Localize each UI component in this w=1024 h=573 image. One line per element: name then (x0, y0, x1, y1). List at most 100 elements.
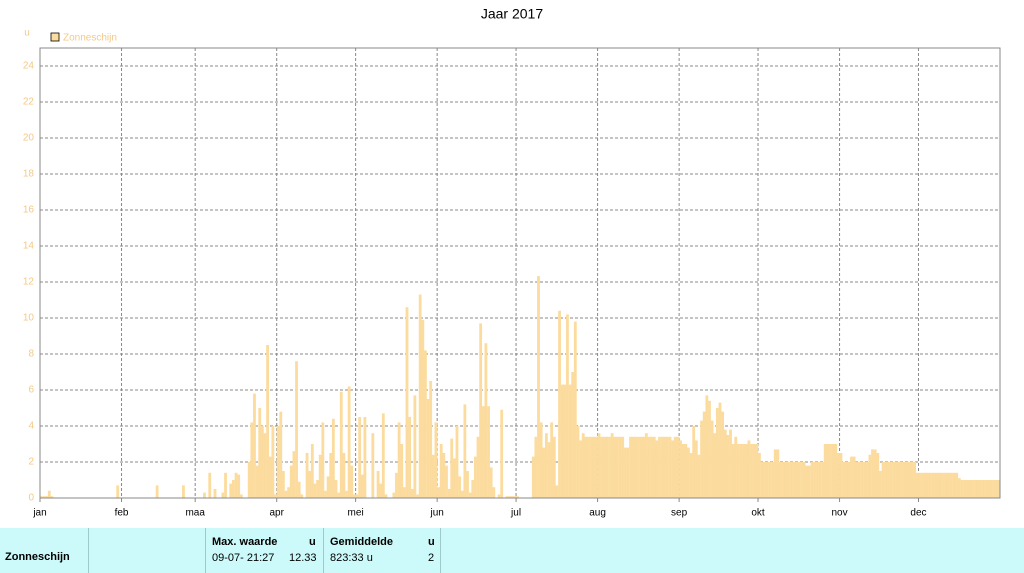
legend-swatch (50, 32, 60, 42)
bar (255, 465, 259, 498)
bar (731, 444, 735, 498)
bar (752, 444, 756, 498)
bar (337, 492, 341, 498)
bar (681, 444, 685, 498)
bar (458, 476, 462, 498)
y-unit: u (24, 28, 30, 39)
bar (497, 494, 501, 498)
bar (734, 436, 738, 498)
row-label: Zonneschijn (5, 551, 70, 563)
bar (350, 465, 354, 498)
bar (608, 436, 611, 498)
bar (708, 400, 711, 498)
bar (589, 436, 593, 498)
x-tick-label: sep (671, 508, 688, 519)
bar (308, 471, 312, 498)
bar (808, 465, 811, 498)
bar (358, 417, 362, 498)
bar (318, 454, 322, 498)
bar (284, 490, 288, 498)
bar (547, 442, 551, 498)
bar (971, 480, 974, 498)
cell: 2 (428, 552, 435, 564)
bar (247, 462, 251, 498)
bar (936, 472, 940, 498)
bar (965, 480, 969, 498)
bar (395, 472, 398, 498)
bar (295, 361, 298, 498)
bar (863, 462, 867, 498)
bar (566, 314, 569, 498)
bar (844, 462, 848, 498)
bar (871, 449, 874, 498)
chart-title: Jaar 2017 (481, 6, 543, 22)
bar (800, 462, 803, 498)
y-tick-label: 8 (28, 349, 34, 360)
bar (437, 487, 440, 498)
bar (986, 480, 990, 498)
bar (797, 462, 801, 498)
bar (623, 447, 627, 498)
bar (550, 422, 554, 498)
bar (568, 384, 572, 498)
bar (510, 496, 514, 498)
bar (629, 436, 632, 498)
bar (715, 408, 719, 498)
bar (739, 444, 743, 498)
bar (402, 487, 406, 498)
x-tick-label: dec (910, 508, 926, 519)
bar (857, 462, 861, 498)
bar (881, 462, 885, 498)
bar (679, 440, 682, 498)
bar (655, 440, 659, 498)
bar (413, 395, 417, 498)
bar (826, 444, 830, 498)
bar (468, 492, 472, 498)
bar (431, 454, 435, 498)
bar (755, 444, 759, 498)
bar (955, 472, 959, 498)
bar (910, 462, 914, 498)
bar (902, 462, 906, 498)
bar (208, 472, 212, 498)
bar (729, 429, 732, 498)
bar (637, 436, 640, 498)
bar (544, 433, 548, 498)
bar (276, 426, 280, 498)
bar (865, 462, 869, 498)
bar (576, 426, 580, 498)
bar (355, 494, 359, 498)
bar (508, 496, 511, 498)
bar (700, 420, 703, 498)
bar (324, 490, 327, 498)
bar (839, 453, 843, 498)
bar (339, 391, 343, 498)
bar (794, 462, 798, 498)
bar (634, 436, 638, 498)
bar (471, 480, 475, 498)
bar (771, 462, 775, 498)
bar (644, 433, 648, 498)
bar (821, 462, 824, 498)
bar (658, 436, 661, 498)
bar (345, 490, 348, 498)
bar (960, 480, 964, 498)
bar (363, 417, 367, 498)
bar (513, 496, 517, 498)
bar (842, 462, 846, 498)
bar (416, 494, 419, 498)
y-tick-label: 22 (23, 97, 35, 108)
cell: 823:33 u (330, 552, 373, 564)
bar (439, 444, 443, 498)
bar (784, 462, 788, 498)
bar (182, 485, 185, 498)
bar (805, 465, 809, 498)
header-cell: u (428, 536, 435, 548)
bar (455, 426, 459, 498)
bar (534, 436, 538, 498)
bar (392, 492, 396, 498)
bar (836, 453, 840, 498)
bar (42, 496, 46, 498)
header-cell: u (309, 536, 316, 548)
